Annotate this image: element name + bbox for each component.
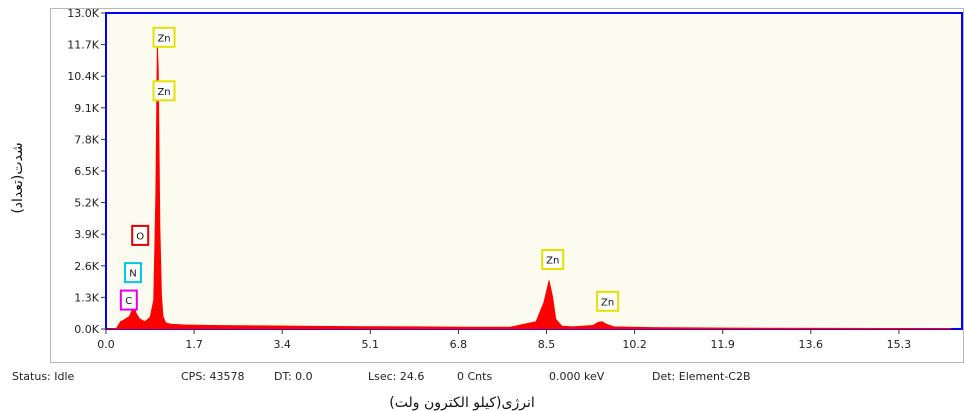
y-tick-label: 2.6K (74, 260, 99, 273)
y-tick-label: 11.7K (67, 39, 99, 52)
peak-label-zn: Zn (596, 290, 620, 312)
y-tick-label: 9.1K (74, 102, 99, 115)
peak-label-text: C (125, 296, 132, 307)
peak-label-box (152, 26, 176, 48)
x-tick-label: 6.8 (450, 338, 468, 351)
y-tick-label: 10.4K (67, 70, 99, 83)
peak-label-text: Zn (157, 33, 170, 44)
peak-label-text: Zn (546, 255, 559, 266)
y-tick-label: 6.5K (74, 165, 99, 178)
peak-label-box (123, 262, 142, 284)
y-tick-label: 3.9K (74, 228, 99, 241)
peak-label-box (596, 290, 620, 312)
peak-label-zn: Zn (541, 248, 565, 270)
status-text: Status: Idle (12, 370, 75, 383)
y-axis-title: شدت(تعداد) (10, 142, 26, 214)
peak-label-text: N (129, 269, 136, 280)
x-tick-label: 5.1 (362, 338, 380, 351)
peak-labels: Zn Zn O N C Zn Zn (119, 26, 620, 312)
dead-time-readout: DT: 0.0 (274, 370, 313, 383)
peak-label-text: Zn (601, 297, 614, 308)
y-axis: 0.0K 1.3K 2.6K 3.9K 5.2K 6.5K 7.8K 9.1K 10.4K 11.… (67, 7, 106, 336)
peak-label-box (541, 248, 565, 270)
peak-label-box (131, 224, 150, 246)
y-tick-label: 1.3K (74, 291, 99, 304)
plot-area (105, 12, 963, 330)
peak-label-n: N (123, 262, 142, 284)
peak-label-o: O (131, 224, 150, 246)
spectrum-layer (105, 42, 952, 330)
x-tick-label: 13.6 (799, 338, 824, 351)
x-tick-label: 1.7 (185, 338, 203, 351)
peak-label-zn: Zn (152, 80, 176, 102)
y-tick-label: 0.0K (74, 323, 99, 336)
peak-label-box (119, 289, 138, 311)
detector-readout: Det: Element-C2B (652, 370, 751, 383)
peak-label-zn: Zn (152, 26, 176, 48)
y-tick-label: 13.0K (67, 7, 99, 20)
peak-label-text: O (136, 231, 144, 242)
x-axis: 0.0 1.7 3.4 5.1 6.8 8.5 10.2 11.9 13.6 15.3 (97, 329, 911, 351)
spectrum-series-0 (105, 42, 952, 330)
x-axis-title: انرژی(کیلو الکترون ولت) (389, 395, 535, 411)
y-tick-label: 7.8K (74, 133, 99, 146)
live-seconds-readout: Lsec: 24.6 (368, 370, 425, 383)
y-tick-label: 5.2K (74, 197, 99, 210)
energy-readout: 0.000 keV (549, 370, 605, 383)
cps-readout: CPS: 43578 (181, 370, 245, 383)
x-tick-label: 0.0 (97, 338, 115, 351)
x-tick-label: 11.9 (710, 338, 735, 351)
spectrum-chart: 0.0K 1.3K 2.6K 3.9K 5.2K 6.5K 7.8K 9.1K 10.4K 11.… (67, 7, 963, 351)
status-bar: Status: Idle CPS: 43578 DT: 0.0 Lsec: 24… (0, 370, 964, 386)
x-tick-label: 15.3 (887, 338, 912, 351)
counts-readout: 0 Cnts (457, 370, 493, 383)
peak-label-text: Zn (157, 87, 170, 98)
x-tick-label: 3.4 (273, 338, 291, 351)
peak-label-c: C (119, 289, 138, 311)
x-tick-label: 10.2 (622, 338, 647, 351)
peak-label-box (152, 80, 176, 102)
x-tick-label: 8.5 (538, 338, 556, 351)
